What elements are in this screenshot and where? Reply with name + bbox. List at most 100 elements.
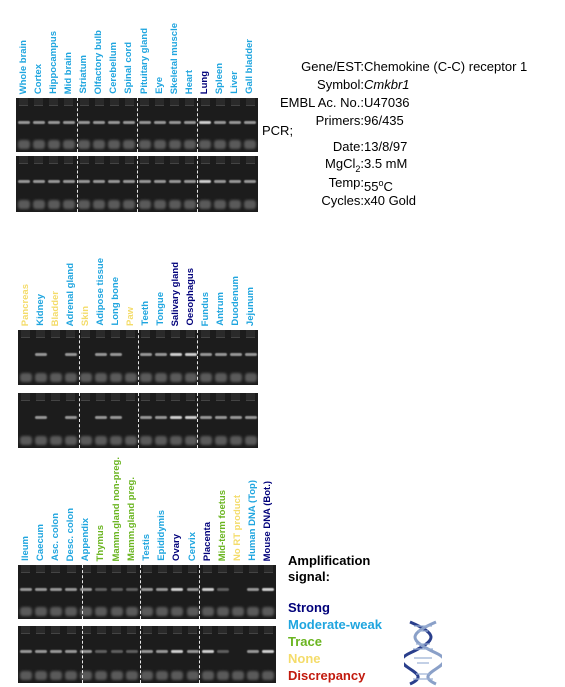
embl-accession-value: U47036 xyxy=(364,95,410,110)
primer-dimer-band xyxy=(171,607,184,616)
gel-well xyxy=(201,393,210,401)
pcr-label: PCR; xyxy=(262,123,294,138)
lane-label: No RT product xyxy=(232,495,244,561)
gel-band xyxy=(34,587,47,591)
lane-group-separator xyxy=(138,393,139,448)
gel-well xyxy=(186,393,195,401)
gel-well xyxy=(81,565,91,573)
primer-dimer-band xyxy=(19,436,32,445)
lane-label: Antrum xyxy=(214,292,226,326)
gel-well xyxy=(215,156,225,164)
lane-group-separator xyxy=(199,626,201,683)
primer-dimer-band xyxy=(109,373,122,382)
legend-moderate-weak: Moderate-weak xyxy=(288,617,382,632)
gel-well xyxy=(112,626,122,634)
primer-dimer-band xyxy=(78,200,91,209)
gel-band xyxy=(34,649,47,653)
gel-band xyxy=(94,416,107,420)
gel-band xyxy=(47,120,60,124)
gel-well xyxy=(66,393,75,401)
gel-well xyxy=(188,565,198,573)
lane-label: Liver xyxy=(229,71,241,94)
pcr-mgcl2-label: MgCl2: xyxy=(262,155,364,178)
gel-well xyxy=(124,98,134,106)
gel-band xyxy=(138,179,151,183)
gel-well xyxy=(231,330,240,338)
gel-band xyxy=(184,353,197,357)
lane-label: Desc. colon xyxy=(65,507,77,561)
primer-dimer-band xyxy=(124,436,137,445)
pcr-mgcl2-value: 3.5 mM xyxy=(364,156,408,171)
legend-title-line2: signal: xyxy=(288,569,330,584)
gel-well xyxy=(157,626,167,634)
primer-dimer-band xyxy=(64,436,77,445)
primer-dimer-band xyxy=(199,140,212,149)
gel-band xyxy=(216,587,229,591)
primer-dimer-band xyxy=(49,373,62,382)
gel-well xyxy=(248,626,258,634)
gel-band xyxy=(62,179,75,183)
gel-band xyxy=(64,416,77,420)
primer-dimer-band xyxy=(62,200,75,209)
primer-dimer-band xyxy=(199,436,212,445)
lane-group-separator xyxy=(78,393,80,448)
gel-well xyxy=(142,565,152,573)
primer-dimer-band xyxy=(184,373,197,382)
gel-well xyxy=(216,330,225,338)
gel-band xyxy=(139,416,152,420)
gel-well xyxy=(36,565,46,573)
gel-band xyxy=(154,416,167,420)
gel-well xyxy=(156,330,165,338)
dna-helix-icon xyxy=(404,620,442,686)
gel-well xyxy=(170,156,180,164)
lane-label: Mouse DNA (Bot.) xyxy=(262,480,274,561)
primer-dimer-band xyxy=(141,671,153,680)
lane-label: Cerebellum xyxy=(108,42,120,94)
lane-group-separator xyxy=(197,330,199,385)
lane-group-separator xyxy=(81,626,83,683)
gel-well xyxy=(96,330,105,338)
temp-value-unit: C xyxy=(383,179,393,195)
gel-well xyxy=(171,393,180,401)
temp-value-num: 55 xyxy=(364,179,379,195)
primer-dimer-band xyxy=(153,200,166,209)
legend-discrepancy: Discrepancy xyxy=(288,668,366,683)
lane-group-separator xyxy=(77,98,79,152)
primer-dimer-band xyxy=(186,607,199,616)
primer-dimer-band xyxy=(19,373,32,382)
gel-well xyxy=(230,98,240,106)
lane-label: Human DNA (Top) xyxy=(247,480,259,561)
gel-band xyxy=(108,179,121,183)
gel-well xyxy=(127,565,137,573)
gel-well xyxy=(157,565,167,573)
gel-band xyxy=(95,649,108,653)
gel-panel-1: Whole brain Cortex Hippocampus Mid brain Str… xyxy=(0,0,262,212)
gel-well xyxy=(21,626,31,634)
gel-well xyxy=(203,565,213,573)
lane-label: Ovary xyxy=(171,534,183,561)
gel-well xyxy=(233,626,243,634)
primer-dimer-band xyxy=(65,607,78,616)
primer-dimer-band xyxy=(186,671,199,680)
primer-dimer-band xyxy=(138,140,151,149)
lane-labels-1: Whole brain Cortex Hippocampus Mid brain Str… xyxy=(0,0,262,98)
gel-image-2-top xyxy=(18,330,258,385)
primer-dimer-band xyxy=(34,436,47,445)
primer-dimer-band xyxy=(123,140,136,149)
primer-dimer-band xyxy=(199,200,212,209)
gel-image-3-bottom xyxy=(18,626,276,683)
gel-well xyxy=(34,156,44,164)
gel-band xyxy=(141,587,153,591)
gel-well xyxy=(216,393,225,401)
gel-band xyxy=(95,587,108,591)
lane-label: Bladder xyxy=(49,290,61,326)
gel-well xyxy=(66,565,76,573)
lane-label: Heart xyxy=(183,69,195,94)
legend-trace: Trace xyxy=(288,634,322,649)
pcr-cycles-value: x40 Gold xyxy=(364,193,417,208)
lane-label: Adipose tissue xyxy=(94,258,106,326)
gel-well xyxy=(34,98,44,106)
gel-band xyxy=(49,587,62,591)
primer-dimer-band xyxy=(79,373,92,382)
primer-dimer-band xyxy=(229,200,242,209)
